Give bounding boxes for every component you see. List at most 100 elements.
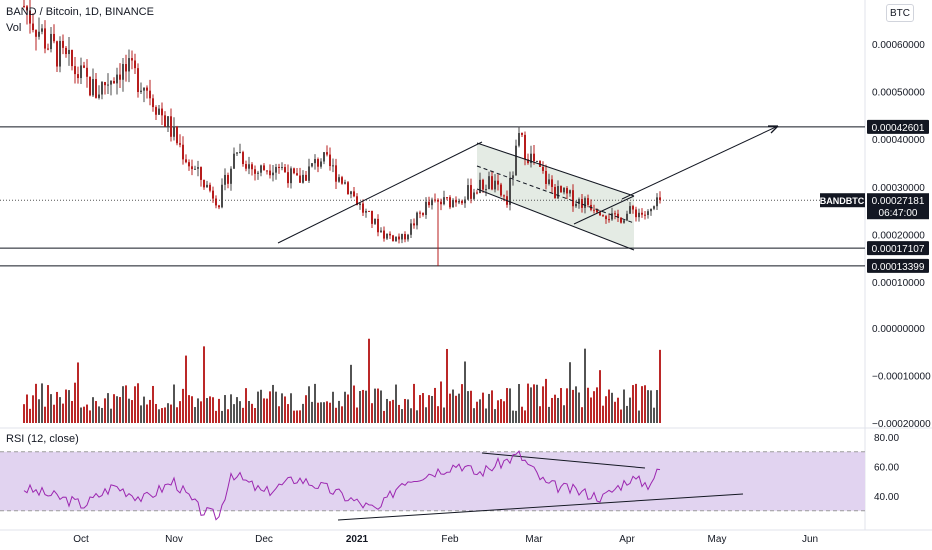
volume-bar [173,384,175,423]
candle-body [233,153,235,169]
candle-body [476,192,478,194]
volume-bar [263,398,265,423]
volume-bar [113,394,115,423]
volume-bar [368,338,370,423]
candle-body [77,74,79,79]
time-tick-label: Dec [255,534,273,545]
candle-body [527,159,529,164]
candle-body [536,160,538,162]
candle-body [278,166,280,168]
candle-body [245,164,247,169]
rsi-lower-trendline[interactable] [337,493,744,521]
volume-bar [41,383,43,423]
volume-bar [467,391,469,423]
candle-body [173,126,175,137]
volume-bar [566,388,568,423]
candle-body [179,143,181,145]
candle-body [650,208,652,212]
volume-bar [260,389,262,423]
last-price-tag-bg [867,193,929,220]
candle-body [344,182,346,184]
candle-body [311,163,313,167]
volume-bar [38,399,40,423]
candle-body [122,64,124,80]
volume-bar [440,381,442,423]
ascending-trendline[interactable] [277,141,483,244]
candle-body [146,87,148,91]
candle-body [368,210,370,212]
volume-bar [269,391,271,423]
candle-body [635,209,637,218]
projection-arrowhead [768,125,779,134]
volume-bar [464,361,466,423]
volume-bar [602,405,604,423]
currency-button[interactable]: BTC [886,4,914,22]
price-tick-label: 0.00010000 [872,278,925,289]
volume-bar [161,408,163,423]
volume-bar [482,392,484,423]
candle-body [458,201,460,203]
candle-body [455,199,457,203]
candle-body [188,162,190,167]
candle-body [461,201,463,204]
candle-body [41,28,43,32]
volume-bar [542,386,544,423]
volume-bar [221,410,223,423]
candle-body [197,167,199,169]
price-tick-label: 0.00040000 [872,135,925,146]
candle-body [386,233,388,239]
volume-bar [497,400,499,423]
candle-body [212,190,214,199]
candle-body [434,199,436,201]
volume-bar [479,399,481,423]
volume-bar [248,400,250,423]
candle-body [281,167,283,169]
candle-body [104,82,106,86]
candle-body [503,195,505,197]
channel-upper-line[interactable] [476,142,635,197]
candle-body [320,161,322,167]
volume-bar [287,404,289,423]
volume-bar [245,388,247,423]
volume-bar [593,391,595,423]
volume-tick-label: −0.00010000 [872,372,931,383]
volume-bar [59,397,61,423]
candle-body [83,65,85,68]
volume-bar [224,395,226,423]
candle-body [572,190,574,207]
volume-bar [572,389,574,423]
candle-body [251,164,253,170]
channel-lower-line[interactable] [476,188,635,251]
volume-bar [503,401,505,423]
candle-body [95,79,97,98]
volume-bar [581,407,583,423]
volume-bar [290,393,292,423]
volume-bar [134,386,136,423]
candle-body [521,133,523,135]
volume-bar [92,397,94,423]
volume-bar [110,408,112,423]
rsi-upper-trendline[interactable] [481,452,646,469]
projection-arrow-line[interactable] [621,125,779,200]
volume-bar [284,396,286,423]
candle-body [107,84,109,86]
candle-body [113,80,115,84]
volume-bar [272,384,274,423]
last-price-label: 0.00027181 [872,196,925,207]
volume-bar [395,384,397,423]
volume-bar [512,410,514,423]
volume-bar [215,410,217,423]
breakout-segment[interactable] [573,195,635,225]
candle-body [647,211,649,216]
candle-body [419,212,421,214]
volume-bar [257,391,259,423]
candle-body [350,191,352,195]
volume-bar [341,406,343,423]
candle-body [140,90,142,93]
candle-body [53,33,55,42]
candle-body [152,98,154,108]
candle-body [620,217,622,223]
volume-bar [29,408,31,423]
volume-bar [374,388,376,423]
